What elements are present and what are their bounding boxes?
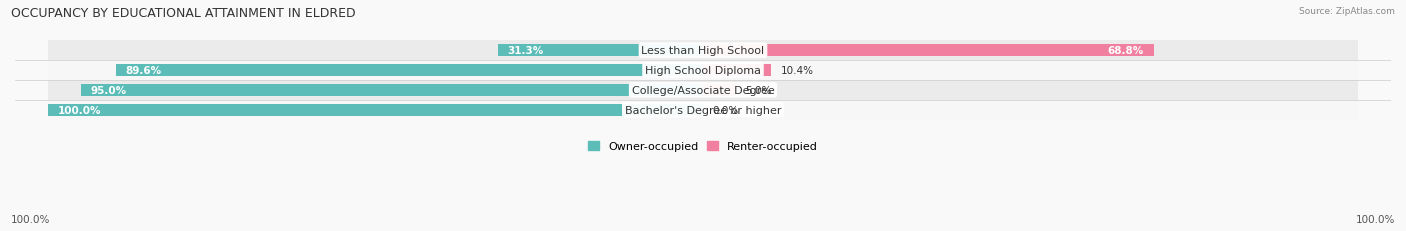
- Text: 0.0%: 0.0%: [713, 105, 740, 115]
- Bar: [48, 81, 1358, 100]
- Text: Bachelor's Degree or higher: Bachelor's Degree or higher: [624, 105, 782, 115]
- Bar: [48, 41, 1358, 61]
- Text: 31.3%: 31.3%: [508, 46, 544, 56]
- Text: 100.0%: 100.0%: [58, 105, 101, 115]
- Text: Source: ZipAtlas.com: Source: ZipAtlas.com: [1299, 7, 1395, 16]
- Text: 10.4%: 10.4%: [780, 66, 814, 76]
- Bar: [498, 45, 703, 57]
- Text: Less than High School: Less than High School: [641, 46, 765, 56]
- Bar: [703, 45, 1154, 57]
- Text: 68.8%: 68.8%: [1108, 46, 1144, 56]
- Bar: [115, 64, 703, 77]
- Text: 5.0%: 5.0%: [745, 85, 772, 95]
- Text: 95.0%: 95.0%: [90, 85, 127, 95]
- Text: 100.0%: 100.0%: [1355, 214, 1395, 224]
- Bar: [703, 64, 770, 77]
- Bar: [48, 100, 1358, 120]
- Text: 100.0%: 100.0%: [11, 214, 51, 224]
- Bar: [703, 84, 735, 97]
- Bar: [80, 84, 703, 97]
- Bar: [48, 61, 1358, 81]
- Bar: [48, 104, 703, 116]
- Text: 89.6%: 89.6%: [125, 66, 162, 76]
- Text: OCCUPANCY BY EDUCATIONAL ATTAINMENT IN ELDRED: OCCUPANCY BY EDUCATIONAL ATTAINMENT IN E…: [11, 7, 356, 20]
- Legend: Owner-occupied, Renter-occupied: Owner-occupied, Renter-occupied: [583, 137, 823, 156]
- Text: High School Diploma: High School Diploma: [645, 66, 761, 76]
- Text: College/Associate Degree: College/Associate Degree: [631, 85, 775, 95]
